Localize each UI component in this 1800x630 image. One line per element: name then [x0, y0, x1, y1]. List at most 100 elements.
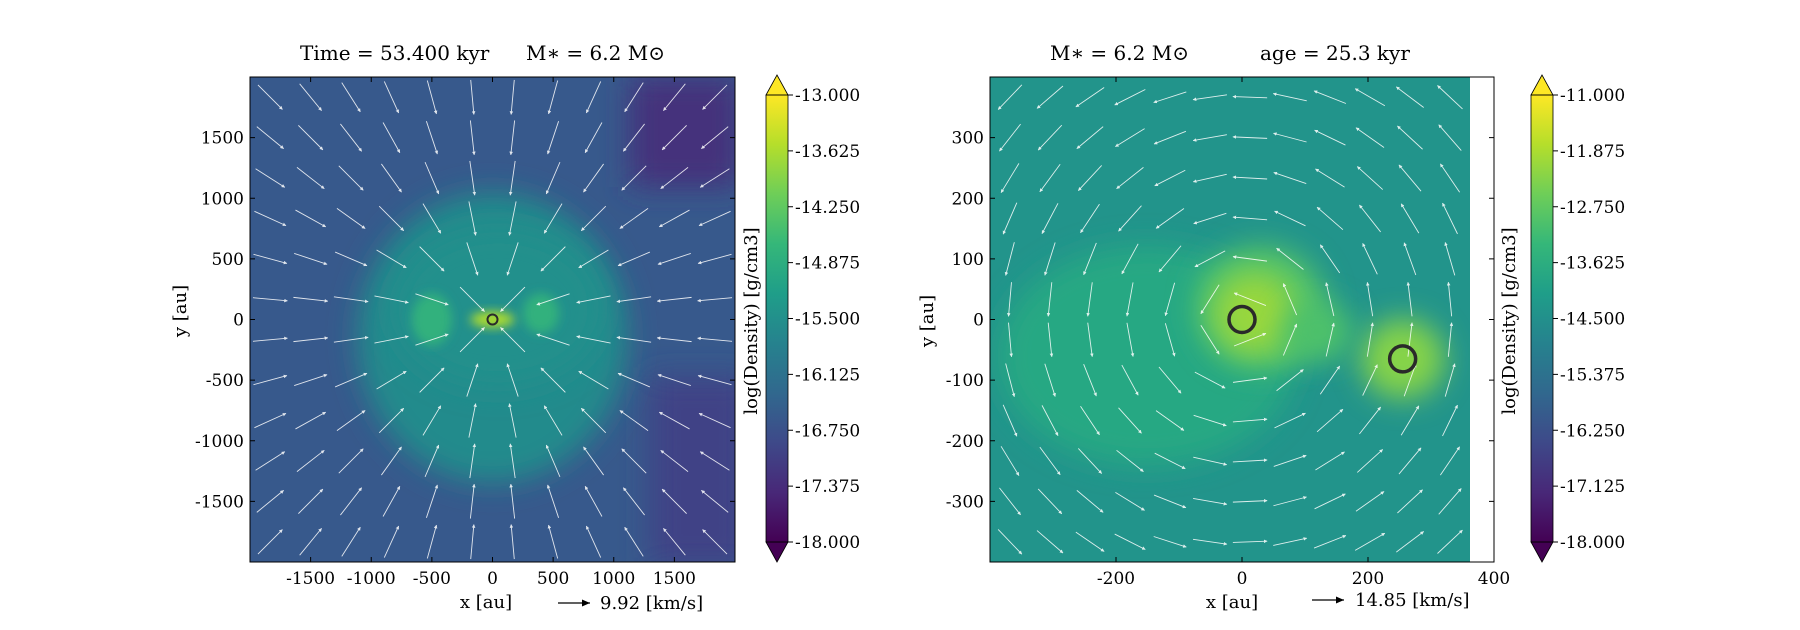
velocity-arrow [508, 443, 516, 479]
velocity-arrow [660, 449, 689, 472]
velocity-arrow [656, 296, 692, 303]
velocity-arrow [1232, 175, 1268, 180]
velocity-arrow [697, 336, 733, 342]
velocity-arrow [256, 490, 284, 513]
velocity-arrow [334, 372, 368, 388]
velocity-arrow [415, 293, 449, 306]
velocity-arrow [295, 209, 327, 228]
velocity-arrow [1036, 85, 1064, 109]
velocity-arrow [1355, 491, 1385, 512]
x-tick-label: 400 [1478, 569, 1510, 589]
velocity-arrow [299, 83, 322, 111]
right-x-axis-label: x [au] [1206, 592, 1258, 613]
velocity-arrow [540, 367, 566, 393]
velocity-arrow [509, 524, 515, 560]
colorbar-tick-label: -15.375 [1560, 365, 1625, 385]
velocity-arrow [1044, 242, 1056, 276]
velocity-arrow [382, 485, 401, 517]
colorbar-tick-label: -14.875 [795, 254, 860, 274]
velocity-arrow [1232, 498, 1268, 503]
left-colorbar: -13.000 -13.625 -14.250 -14.875 -15.500 -16.1… [765, 74, 860, 563]
velocity-arrow [619, 208, 649, 229]
velocity-arrow [1037, 488, 1063, 515]
colorbar-tick-label: -11.000 [1560, 86, 1625, 106]
velocity-arrow [1080, 406, 1100, 436]
velocity-arrow [1232, 376, 1268, 383]
x-tick-label: -1500 [286, 569, 335, 589]
velocity-arrow [336, 410, 366, 431]
velocity-arrow [1000, 163, 1020, 193]
velocity-arrow [547, 524, 559, 559]
velocity-arrow [1118, 407, 1142, 434]
velocity-arrow [1004, 242, 1015, 276]
velocity-arrow [1316, 408, 1344, 433]
velocity-arrow [1276, 247, 1304, 270]
velocity-arrow [1359, 406, 1381, 435]
velocity-arrow [578, 370, 609, 390]
x-tick-label: 1500 [653, 569, 696, 589]
velocity-arrow [657, 373, 691, 387]
velocity-arrow [506, 363, 519, 397]
velocity-arrow [381, 163, 402, 193]
velocity-arrow [468, 201, 477, 236]
velocity-arrow [701, 490, 729, 513]
velocity-arrow [661, 488, 687, 514]
velocity-arrow [536, 293, 570, 306]
velocity-arrow [470, 79, 476, 115]
velocity-arrow [1080, 203, 1100, 234]
velocity-arrow [1153, 130, 1187, 145]
velocity-arrow [1083, 242, 1097, 276]
velocity-arrow [1116, 167, 1144, 190]
velocity-arrow [1046, 282, 1053, 317]
y-tick-label: 200 [952, 189, 984, 209]
colorbar-extend-top [1530, 74, 1554, 96]
velocity-arrow [1313, 90, 1347, 104]
colorbar-extend-bottom [765, 541, 789, 563]
velocity-arrow [1407, 322, 1414, 357]
right-title-mass: M∗ = 6.2 M⊙ [1050, 41, 1189, 65]
velocity-arrow [1164, 282, 1176, 317]
velocity-arrow [1316, 206, 1344, 231]
velocity-arrow [1282, 283, 1298, 316]
velocity-arrow [336, 208, 366, 229]
left-velocity-key: 9.92 [km/s] [558, 593, 703, 614]
velocity-arrow [1232, 458, 1268, 463]
velocity-arrow [508, 403, 517, 438]
density-envelope [393, 227, 604, 388]
velocity-arrow [585, 81, 602, 114]
colorbar-tick-label: -16.750 [795, 421, 860, 441]
velocity-arrow [1126, 322, 1135, 357]
velocity-arrow [1192, 538, 1228, 546]
velocity-arrow [617, 372, 651, 388]
velocity-arrow [469, 120, 476, 156]
velocity-arrow [1366, 282, 1374, 317]
velocity-arrow [333, 296, 369, 304]
velocity-arrow [1397, 125, 1423, 150]
streamlines [252, 79, 733, 560]
velocity-arrow [1354, 88, 1386, 107]
velocity-arrow [1044, 363, 1056, 397]
sink-particle [1387, 344, 1418, 374]
right-y-axis-label: y [au] [917, 295, 938, 348]
velocity-arrow [424, 161, 440, 195]
velocity-arrow [419, 367, 445, 393]
y-tick-label: 1500 [201, 129, 244, 149]
velocity-arrow [1444, 363, 1456, 397]
colorbar-tick-label: -14.500 [1560, 310, 1625, 330]
right-panel: M∗ = 6.2 M⊙ age = 25.3 kyr -200 0 200 400 -3… [917, 41, 1625, 613]
velocity-arrow [997, 529, 1023, 555]
velocity-arrow [546, 121, 560, 155]
velocity-arrow [701, 126, 729, 149]
velocity-arrow [1273, 454, 1307, 467]
velocity-arrow [576, 295, 611, 304]
velocity-arrow [1396, 531, 1424, 553]
velocity-arrow [1356, 449, 1384, 473]
velocity-arrow [1153, 536, 1187, 548]
velocity-arrow [584, 122, 603, 154]
colorbar-gradient [766, 95, 788, 542]
y-tick-label: -100 [946, 371, 984, 391]
velocity-arrow [422, 405, 442, 436]
velocity-arrow [1086, 282, 1093, 317]
velocity-arrow [383, 81, 400, 114]
velocity-arrow [1193, 212, 1227, 225]
